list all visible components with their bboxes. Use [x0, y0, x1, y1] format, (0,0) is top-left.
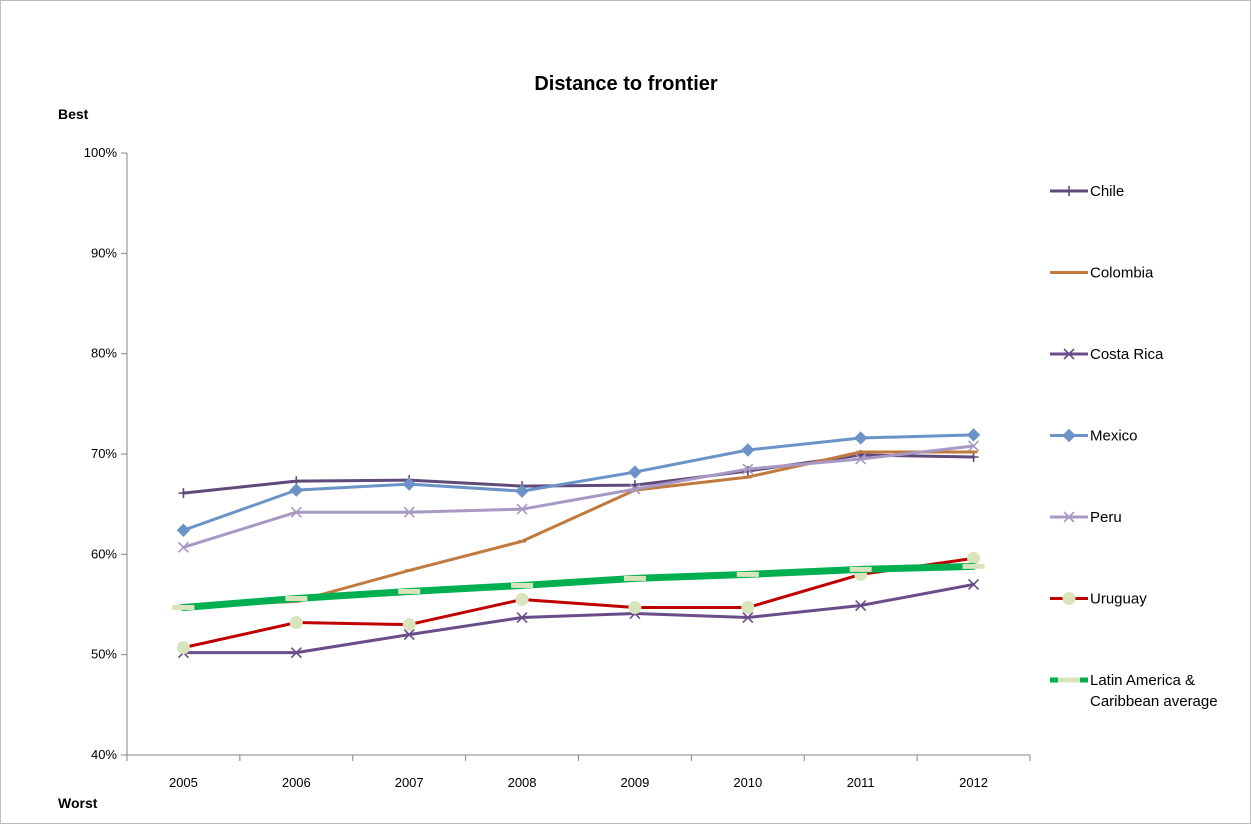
legend: Chile Colombia Costa Rica Mexico Peru Uruguay… [1050, 183, 1218, 710]
data-point-latin-america-caribbean-average [511, 582, 534, 588]
series-layer [172, 428, 985, 659]
data-point-peru [177, 541, 190, 553]
data-point-costa-rica [742, 611, 754, 624]
data-point-chile [178, 488, 189, 499]
data-point-uruguay [628, 601, 642, 615]
worst-label: Worst [58, 795, 98, 811]
y-tick-label: 80% [91, 346, 117, 361]
data-point-peru [742, 463, 754, 475]
data-point-costa-rica [516, 611, 528, 624]
data-point-mexico [515, 484, 529, 498]
legend-item-peru: Peru [1050, 509, 1122, 526]
series-mexico [176, 428, 981, 537]
data-point-chile [968, 452, 979, 463]
x-tick-label: 2007 [395, 775, 424, 790]
chart-title: Distance to frontier [534, 73, 718, 95]
data-point-uruguay [176, 641, 190, 655]
legend-label: Chile [1090, 183, 1124, 200]
x-tick-label: 2011 [847, 775, 875, 790]
data-point-latin-america-caribbean-average [285, 595, 308, 601]
data-point-mexico [966, 428, 981, 442]
legend-item-mexico: Mexico [1050, 428, 1138, 445]
data-point-peru [516, 503, 528, 515]
x-tick-label: 2012 [959, 775, 988, 790]
legend-label: Uruguay [1090, 591, 1147, 608]
data-point-peru [290, 506, 302, 518]
data-point-uruguay [515, 592, 529, 606]
data-point-costa-rica [403, 629, 415, 641]
legend-swatch-marker [1058, 677, 1080, 683]
legend-item-uruguay: Uruguay [1050, 591, 1147, 608]
axes: 40% 50% 60% 70% 80% 90% 100% 2005 2006 2007 2008 20… [84, 145, 1031, 790]
series-line-latin-america-caribbean-average [179, 562, 978, 612]
x-tick-label: 2008 [508, 775, 537, 790]
series-peru [177, 440, 980, 553]
x-tick-label: 2006 [282, 775, 311, 790]
data-point-latin-america-caribbean-average [398, 588, 421, 594]
data-point-peru [403, 506, 415, 518]
data-point-mexico [289, 483, 304, 497]
data-point-uruguay [967, 551, 981, 565]
legend-label: Peru [1090, 509, 1122, 526]
legend-swatch-marker [1063, 348, 1075, 360]
series-line-uruguay [181, 556, 976, 650]
legend-swatch-marker [1062, 592, 1076, 605]
legend-item-colombia: Colombia [1050, 265, 1154, 282]
data-point-uruguay [289, 616, 303, 630]
y-tick-label: 50% [91, 647, 117, 662]
legend-item-chile: Chile [1050, 183, 1124, 200]
y-tick-label: 70% [91, 446, 117, 461]
series-line-mexico [181, 433, 976, 532]
data-point-uruguay [741, 601, 755, 615]
y-tick-label: 40% [91, 747, 117, 762]
data-point-costa-rica [855, 599, 867, 612]
data-point-latin-america-caribbean-average [172, 605, 195, 611]
best-label: Best [58, 106, 89, 122]
legend-swatch-marker [1063, 511, 1075, 523]
legend-swatch-marker [1062, 428, 1076, 443]
data-point-latin-america-caribbean-average [849, 566, 872, 572]
data-point-peru [629, 483, 641, 495]
legend-item-latin-america-caribbean-average: Latin America & Caribbean average [1050, 672, 1218, 710]
x-tick-label: 2009 [620, 775, 649, 790]
data-point-uruguay [402, 618, 416, 632]
legend-label: Colombia [1090, 265, 1154, 282]
data-point-mexico [741, 443, 755, 457]
data-point-costa-rica [967, 578, 980, 590]
series-latin-america-caribbean-average [172, 562, 985, 612]
x-tick-label: 2005 [169, 775, 198, 790]
data-point-mexico [176, 523, 191, 537]
legend-label: Mexico [1090, 428, 1138, 445]
x-tick-label: 2010 [733, 775, 762, 790]
data-point-mexico [402, 477, 416, 491]
data-point-costa-rica [290, 647, 302, 659]
y-tick-label: 90% [91, 245, 117, 260]
data-point-peru [855, 453, 867, 465]
legend-label: Latin America & [1090, 672, 1195, 689]
series-line-peru [181, 444, 976, 549]
series-line-costa-rica [181, 582, 976, 655]
data-point-peru [967, 440, 980, 452]
data-point-mexico [853, 431, 868, 445]
data-point-latin-america-caribbean-average [962, 563, 985, 569]
data-point-mexico [628, 465, 642, 479]
legend-label: Costa Rica [1090, 346, 1164, 363]
legend-item-costa-rica: Costa Rica [1050, 346, 1164, 363]
data-point-latin-america-caribbean-average [623, 575, 646, 581]
legend-swatch-marker [1064, 186, 1074, 196]
y-tick-label: 100% [84, 145, 118, 160]
data-point-latin-america-caribbean-average [736, 571, 759, 577]
legend-label: Caribbean average [1090, 693, 1218, 710]
y-tick-label: 60% [91, 546, 117, 561]
